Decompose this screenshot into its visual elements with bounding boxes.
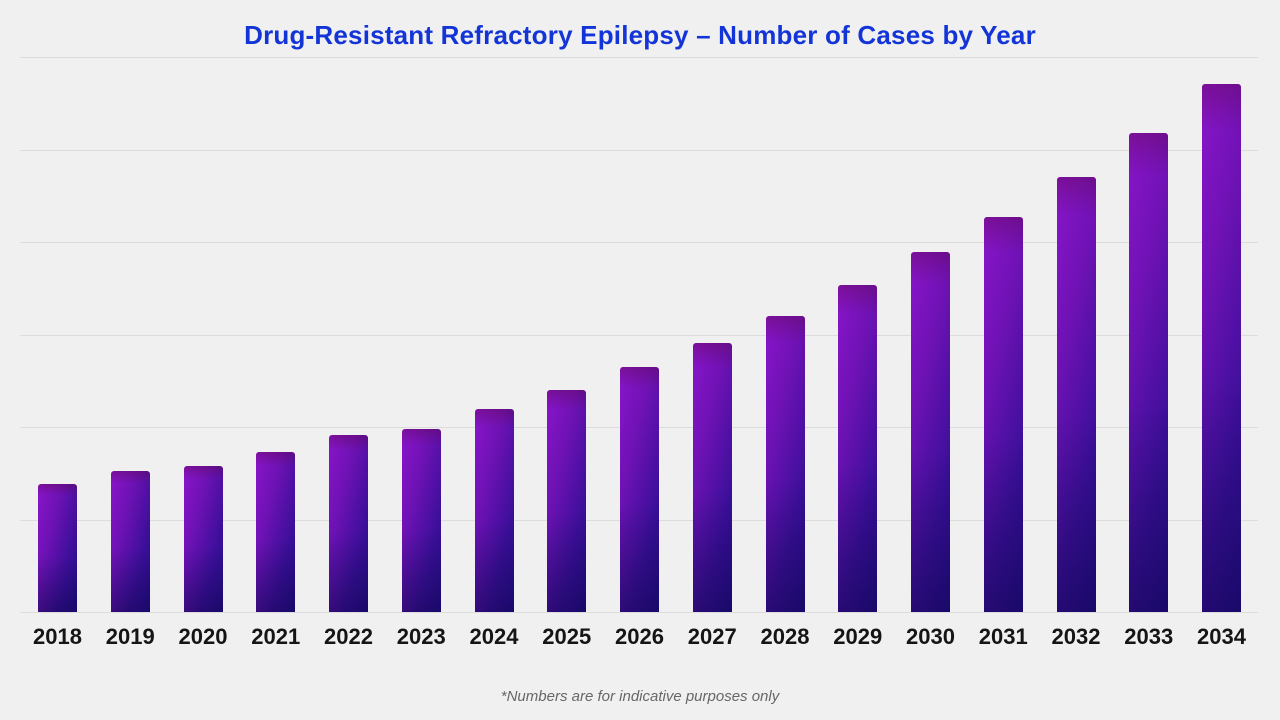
gridline [20,612,1258,613]
x-tick-label: 2031 [978,624,1028,649]
bar-2019 [110,471,150,612]
x-tick-label: 2025 [542,624,592,649]
x-tick-label: 2026 [615,624,664,649]
x-tick-label: 2018 [33,624,82,649]
bar-2018 [38,484,77,612]
x-tick-2026: 2026 [615,624,664,650]
plot-area [20,57,1258,613]
x-tick-2023: 2023 [397,624,446,650]
bar-2024 [474,409,514,612]
gridline [20,149,1258,151]
x-tick-2021: 2021 [251,624,300,650]
x-tick-label: 2027 [687,624,737,649]
x-tick-2024: 2024 [470,624,519,650]
x-tick-2028: 2028 [761,624,810,650]
x-tick-2031: 2031 [979,624,1028,650]
x-tick-label: 2019 [105,624,155,649]
bar-2022 [329,435,368,612]
x-tick-label: 2029 [833,624,883,649]
x-tick-2018: 2018 [33,624,82,650]
bar-2025 [547,390,587,612]
x-tick-2033: 2033 [1124,624,1173,650]
x-tick-2020: 2020 [179,624,228,650]
x-tick-label: 2028 [760,624,810,649]
bar-2028 [765,316,805,612]
x-tick-2030: 2030 [906,624,955,650]
x-tick-label: 2032 [1051,624,1101,649]
x-tick-label: 2023 [396,624,446,649]
x-tick-2019: 2019 [106,624,155,650]
bar-2020 [183,465,223,612]
gridline [20,334,1258,336]
bar-2029 [838,284,878,612]
bar-2030 [911,252,950,612]
x-tick-label: 2021 [251,624,301,649]
x-axis: 2018 2019 2020 2021 2022 2023 2024 2025 2026 2027… [20,624,1258,650]
x-tick-2027: 2027 [688,624,737,650]
x-tick-2032: 2032 [1052,624,1101,650]
x-tick-label: 2033 [1124,624,1174,649]
x-tick-label: 2024 [469,624,519,649]
x-tick-2022: 2022 [324,624,373,650]
bar-2026 [620,366,659,612]
bar-2032 [1056,177,1096,612]
bars-row [20,57,1258,612]
gridline [20,57,1258,58]
gridline [20,242,1258,243]
x-tick-2029: 2029 [833,624,882,650]
bar-2034 [1202,83,1241,612]
x-tick-label: 2020 [178,624,228,649]
x-tick-2025: 2025 [542,624,591,650]
x-tick-label: 2022 [324,624,373,649]
x-tick-2034: 2034 [1197,624,1246,650]
bar-2033 [1129,132,1169,612]
chart-title: Drug-Resistant Refractory Epilepsy – Num… [244,20,1036,50]
bar-2027 [692,342,732,612]
footnote: *Numbers are for indicative purposes onl… [500,688,780,705]
bar-2031 [983,217,1023,612]
x-tick-label: 2030 [906,624,955,649]
bar-2021 [256,451,296,612]
x-tick-label: 2034 [1197,624,1246,649]
bar-2023 [401,428,441,612]
